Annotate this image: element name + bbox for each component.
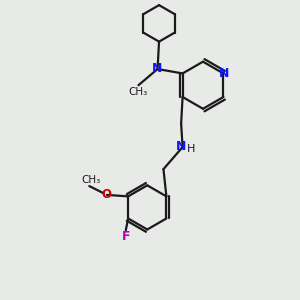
Text: H: H [187,144,195,154]
Text: CH₃: CH₃ [81,175,100,184]
Text: F: F [122,230,130,243]
Text: CH₃: CH₃ [128,87,148,97]
Text: O: O [102,188,112,201]
Text: N: N [152,62,163,75]
Text: N: N [176,140,186,153]
Text: N: N [219,67,229,80]
